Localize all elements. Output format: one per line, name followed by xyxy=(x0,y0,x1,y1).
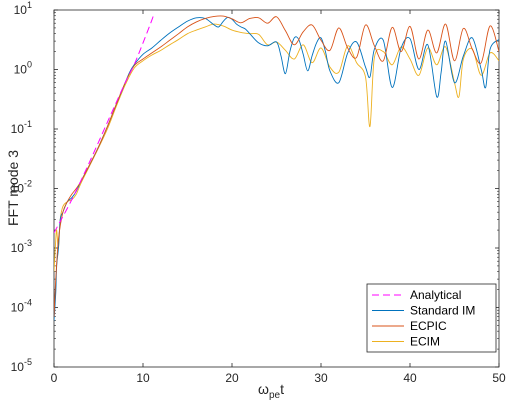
x-tick-label: 50 xyxy=(492,371,506,385)
x-tick-label: 0 xyxy=(51,371,58,385)
y-tick-label: 101 xyxy=(14,0,32,17)
series-line-analytical xyxy=(54,14,155,234)
y-tick-label: 10-3 xyxy=(11,238,32,255)
y-tick-label: 100 xyxy=(14,60,32,77)
x-axis-label-main: ω xyxy=(258,381,269,397)
x-tick-label: 10 xyxy=(136,371,150,385)
legend-label-ecpic: ECPIC xyxy=(410,319,447,333)
legend-label-analytical: Analytical xyxy=(410,288,461,302)
y-tick-label: 10-1 xyxy=(11,119,32,136)
y-axis-label: FFT mode 3 xyxy=(5,150,21,226)
tick-labels: 0 10 20 30 40 50 10-5 10-4 10-3 10-2 10-1 100 101 xyxy=(11,0,506,385)
legend-label-standard-im: Standard IM xyxy=(410,304,475,318)
y-tick-label: 10-4 xyxy=(11,298,32,315)
axis-ticks xyxy=(53,9,500,368)
x-tick-label: 20 xyxy=(225,371,239,385)
x-axis-label-sub: pe xyxy=(269,390,281,401)
y-tick-label: 10-2 xyxy=(11,179,32,196)
x-tick-label: 40 xyxy=(403,371,417,385)
series-line-ecim xyxy=(54,23,499,272)
x-axis-label-tail: t xyxy=(280,381,284,397)
x-axis-label: ωpet xyxy=(258,381,284,401)
y-tick-label: 10-5 xyxy=(11,357,32,374)
x-tick-label: 30 xyxy=(314,371,328,385)
legend-label-ecim: ECIM xyxy=(410,335,440,349)
series-layer xyxy=(54,14,499,321)
series-line-ecpic xyxy=(54,15,499,317)
